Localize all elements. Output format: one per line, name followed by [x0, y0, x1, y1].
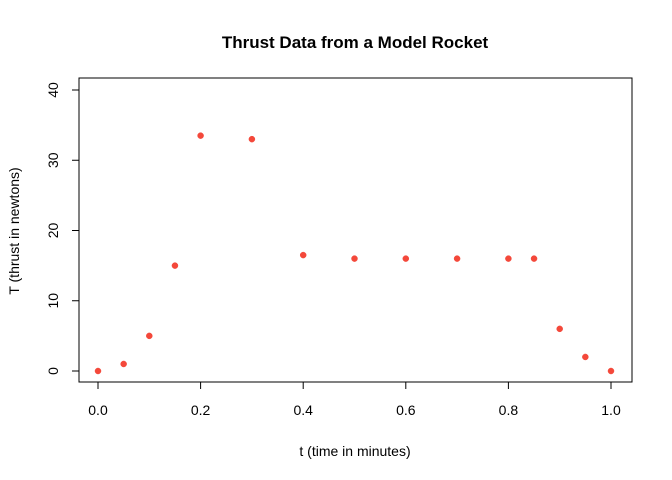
y-tick-label: 30	[45, 152, 61, 168]
data-point	[197, 132, 204, 139]
y-tick-label: 0	[45, 367, 61, 375]
x-tick-label: 0.8	[499, 402, 519, 418]
y-tick-label: 20	[45, 223, 61, 239]
x-tick-label: 0.0	[88, 402, 108, 418]
data-points	[94, 132, 615, 375]
data-point	[505, 255, 512, 262]
x-axis-label: t (time in minutes)	[299, 443, 410, 459]
data-point	[94, 367, 102, 375]
y-axis: 0 10 20 30 40	[45, 82, 79, 375]
x-tick-label: 0.2	[191, 402, 211, 418]
data-point	[248, 135, 256, 143]
data-point	[299, 251, 307, 259]
x-tick-label: 0.4	[293, 402, 313, 418]
data-point	[556, 325, 563, 333]
y-axis-label: T (thrust in newtons)	[6, 167, 22, 294]
data-point	[351, 255, 358, 262]
data-point	[582, 353, 589, 361]
data-point	[607, 367, 615, 375]
y-tick-label: 10	[45, 293, 61, 309]
data-point	[171, 262, 179, 269]
x-tick-label: 1.0	[601, 402, 621, 418]
y-tick-label: 40	[45, 82, 61, 98]
data-point	[402, 255, 410, 262]
chart-title: Thrust Data from a Model Rocket	[222, 33, 489, 52]
data-point	[453, 255, 461, 262]
x-tick-label: 0.6	[396, 402, 416, 418]
data-point	[530, 255, 538, 262]
x-axis: 0.0 0.2 0.4 0.6 0.8 1.0	[88, 382, 621, 418]
data-point	[146, 332, 153, 340]
plot-frame	[78, 77, 633, 383]
data-point	[120, 360, 127, 368]
